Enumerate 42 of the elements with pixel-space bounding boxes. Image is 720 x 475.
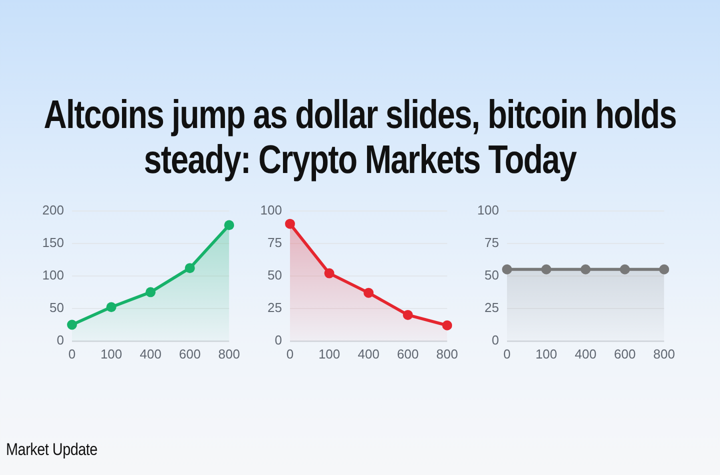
y-tick-label: 150 [42,234,64,250]
y-tick-label: 75 [484,234,499,250]
x-tick-label: 0 [286,346,294,362]
y-tick-label: 25 [484,300,499,316]
point [285,218,295,229]
x-tick-label: 600 [179,346,201,362]
point [364,288,374,298]
y-tick-label: 75 [268,234,282,250]
x-tick-label: 0 [68,346,76,362]
y-tick-label: 50 [484,267,499,282]
text: Market Update [6,440,98,459]
point [324,268,334,278]
x-tick-label: 800 [218,346,240,362]
y-tick-label: 0 [492,332,499,348]
x-tick-label: 100 [100,346,122,362]
y-tick-label: 0 [56,332,64,348]
x-tick-label: 0 [503,346,511,362]
x-tick-label: 400 [574,346,596,362]
point [184,263,195,274]
x-tick-label: 800 [653,346,676,362]
x-tick-label: 100 [318,346,340,362]
y-tick-label: 100 [42,267,64,282]
point [442,320,452,330]
y-tick-label: 100 [260,202,282,218]
point [146,287,156,298]
x-tick-label: 400 [358,346,380,362]
x-tick-label: 600 [614,346,636,362]
x-tick-label: 400 [140,346,162,362]
y-tick-label: 100 [477,202,499,218]
y-tick-label: 0 [274,332,282,348]
point [67,320,77,330]
y-tick-label: 25 [268,300,282,316]
text: Altcoins jump as dollar slides, bitcoin holds steady: Crypto Markets Today [44,93,676,182]
point [224,220,234,230]
y-tick-label: 50 [268,267,282,282]
x-tick-label: 800 [436,346,458,362]
x-tick-label: 600 [397,346,419,362]
point [402,310,413,320]
y-tick-label: 200 [42,202,64,218]
y-tick-label: 50 [50,300,64,316]
point [106,302,116,312]
x-tick-label: 100 [535,346,558,362]
